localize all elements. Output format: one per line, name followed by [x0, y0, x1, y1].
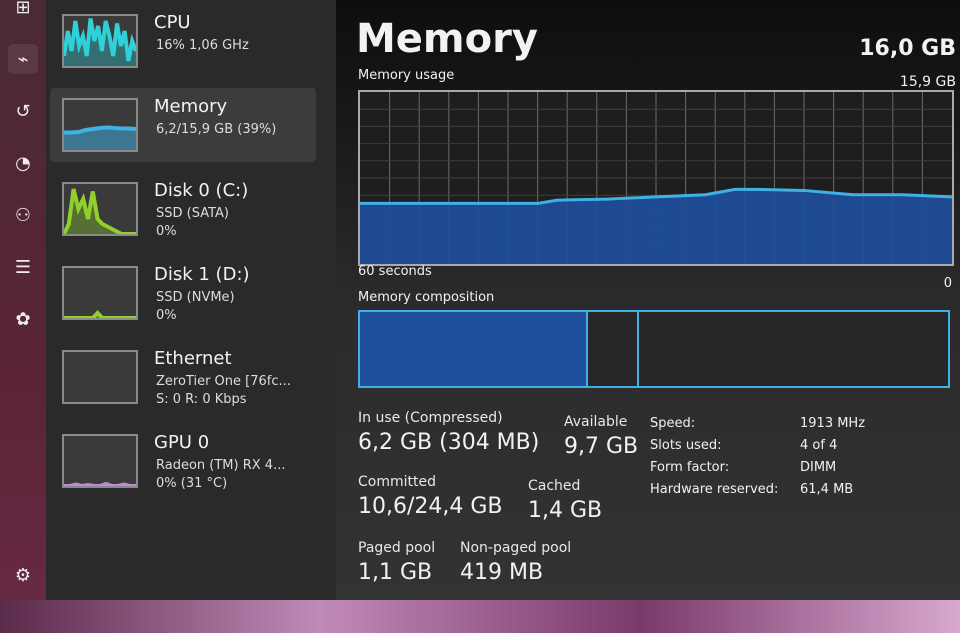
- nav-item-title: Memory: [154, 96, 228, 117]
- stat-paged-pool: Paged pool 1,1 GB: [358, 540, 435, 585]
- memory-usage-area: [360, 189, 952, 264]
- stat-label: Cached: [528, 478, 581, 494]
- detail-value: 4 of 4: [800, 438, 838, 453]
- axis-zero-label: 0: [943, 276, 952, 291]
- mini-graph: [62, 350, 138, 404]
- mini-graph: [62, 14, 138, 68]
- nav-item-detail: 0%: [156, 224, 177, 239]
- detail-key: Speed:: [650, 416, 696, 431]
- nav-item-subtitle: Radeon (TM) RX 4...: [156, 458, 286, 473]
- nav-item-cpu[interactable]: CPU 16% 1,06 GHz: [50, 4, 316, 78]
- stat-label: In use (Compressed): [358, 410, 503, 426]
- nav-item-disk-0-c[interactable]: Disk 0 (C:) SSD (SATA) 0%: [50, 172, 316, 246]
- nav-item-subtitle: 16% 1,06 GHz: [156, 38, 249, 53]
- stat-value: 6,2 GB (304 MB): [358, 430, 540, 455]
- mini-graph-line: [64, 189, 136, 234]
- detail-key: Form factor:: [650, 460, 730, 475]
- total-memory: 16,0 GB: [859, 36, 956, 61]
- detail-key: Slots used:: [650, 438, 722, 453]
- nav-item-detail: 0% (31 °C): [156, 476, 228, 491]
- performance-icon[interactable]: ⌁: [8, 44, 38, 74]
- users-icon[interactable]: ⚇: [14, 204, 32, 226]
- nav-item-title: Ethernet: [154, 348, 232, 369]
- nav-item-memory[interactable]: Memory 6,2/15,9 GB (39%): [50, 88, 316, 162]
- stat-committed: Committed 10,6/24,4 GB: [358, 474, 503, 519]
- mini-graph-line: [64, 313, 136, 318]
- nav-item-disk-1-d[interactable]: Disk 1 (D:) SSD (NVMe) 0%: [50, 256, 316, 330]
- detail-value: 1913 MHz: [800, 416, 866, 431]
- stat-cached: Cached 1,4 GB: [528, 478, 602, 523]
- composition-in-use[interactable]: [360, 312, 588, 386]
- stat-label: Non-paged pool: [460, 540, 572, 556]
- mini-graph-fill: [64, 127, 136, 150]
- detail-key: Hardware reserved:: [650, 482, 779, 497]
- stat-label: Committed: [358, 474, 436, 490]
- mini-graph-line: [64, 128, 136, 133]
- nav-item-subtitle: SSD (SATA): [156, 206, 229, 221]
- settings-icon[interactable]: ⚙: [14, 564, 32, 586]
- stat-non-paged-pool: Non-paged pool 419 MB: [460, 540, 571, 585]
- nav-item-subtitle: 6,2/15,9 GB (39%): [156, 122, 277, 137]
- stat-value: 419 MB: [460, 560, 544, 585]
- sidebar-rail: ⊞ ⌁ ↺ ◔ ⚇ ☰ ✿ ⚙: [0, 0, 46, 633]
- stat-value: 9,7 GB: [564, 434, 639, 459]
- app-history-icon[interactable]: ↺: [15, 100, 31, 122]
- mini-graph-line: [64, 484, 136, 486]
- stat-available: Available 9,7 GB: [564, 414, 638, 459]
- stat-value: 10,6/24,4 GB: [358, 494, 503, 519]
- detail-value: 61,4 MB: [800, 482, 854, 497]
- mini-graph-fill: [64, 189, 136, 234]
- mini-graph: [62, 182, 138, 236]
- memory-usage-label: Memory usage: [358, 68, 455, 83]
- stat-in-use: In use (Compressed) 6,2 GB (304 MB): [358, 410, 539, 455]
- stat-label: Paged pool: [358, 540, 436, 556]
- mini-graph-line: [64, 19, 136, 62]
- mini-graph: [62, 434, 138, 488]
- nav-item-title: CPU: [154, 12, 191, 33]
- detail-row: Form factor: DIMM: [650, 460, 865, 482]
- mini-graph: [62, 266, 138, 320]
- page-title: Memory: [356, 16, 538, 62]
- detail-row: Hardware reserved: 61,4 MB: [650, 482, 865, 504]
- stat-value: 1,4 GB: [528, 498, 603, 523]
- stat-value: 1,1 GB: [358, 560, 433, 585]
- stat-label: Available: [564, 414, 628, 430]
- performance-nav: CPU 16% 1,06 GHz Memory 6,2/15,9 GB (39%…: [46, 0, 336, 600]
- nav-item-subtitle: SSD (NVMe): [156, 290, 235, 305]
- nav-item-detail: S: 0 R: 0 Kbps: [156, 392, 247, 407]
- memory-composition-label: Memory composition: [358, 290, 495, 305]
- memory-composition-bar: [358, 310, 950, 388]
- mini-graph: [62, 98, 138, 152]
- nav-item-title: Disk 1 (D:): [154, 264, 250, 285]
- memory-details: Speed: 1913 MHz Slots used: 4 of 4 Form fact…: [650, 416, 865, 504]
- nav-item-ethernet[interactable]: Ethernet ZeroTier One [76fc... S: 0 R: 0…: [50, 340, 316, 414]
- detail-value: DIMM: [800, 460, 837, 475]
- nav-item-title: GPU 0: [154, 432, 210, 453]
- detail-row: Slots used: 4 of 4: [650, 438, 865, 460]
- detail-row: Speed: 1913 MHz: [650, 416, 865, 438]
- memory-usage-line: [360, 187, 952, 205]
- memory-usage-graph: [358, 90, 954, 266]
- composition-standby[interactable]: [639, 312, 948, 386]
- processes-icon[interactable]: ⊞: [15, 0, 31, 18]
- services-icon[interactable]: ✿: [15, 308, 31, 330]
- memory-panel: Memory 16,0 GB Memory usage 15,9 GB 60 s…: [336, 0, 960, 600]
- nav-item-title: Disk 0 (C:): [154, 180, 249, 201]
- nav-item-detail: 0%: [156, 308, 177, 323]
- desktop-background: [0, 600, 960, 633]
- nav-item-gpu-0[interactable]: GPU 0 Radeon (TM) RX 4... 0% (31 °C): [50, 424, 316, 498]
- time-axis-label: 60 seconds: [358, 264, 432, 279]
- composition-modified[interactable]: [587, 312, 640, 386]
- memory-usage-max: 15,9 GB: [899, 74, 956, 90]
- details-icon[interactable]: ☰: [14, 256, 32, 278]
- startup-icon[interactable]: ◔: [15, 152, 31, 174]
- nav-item-subtitle: ZeroTier One [76fc...: [156, 374, 291, 389]
